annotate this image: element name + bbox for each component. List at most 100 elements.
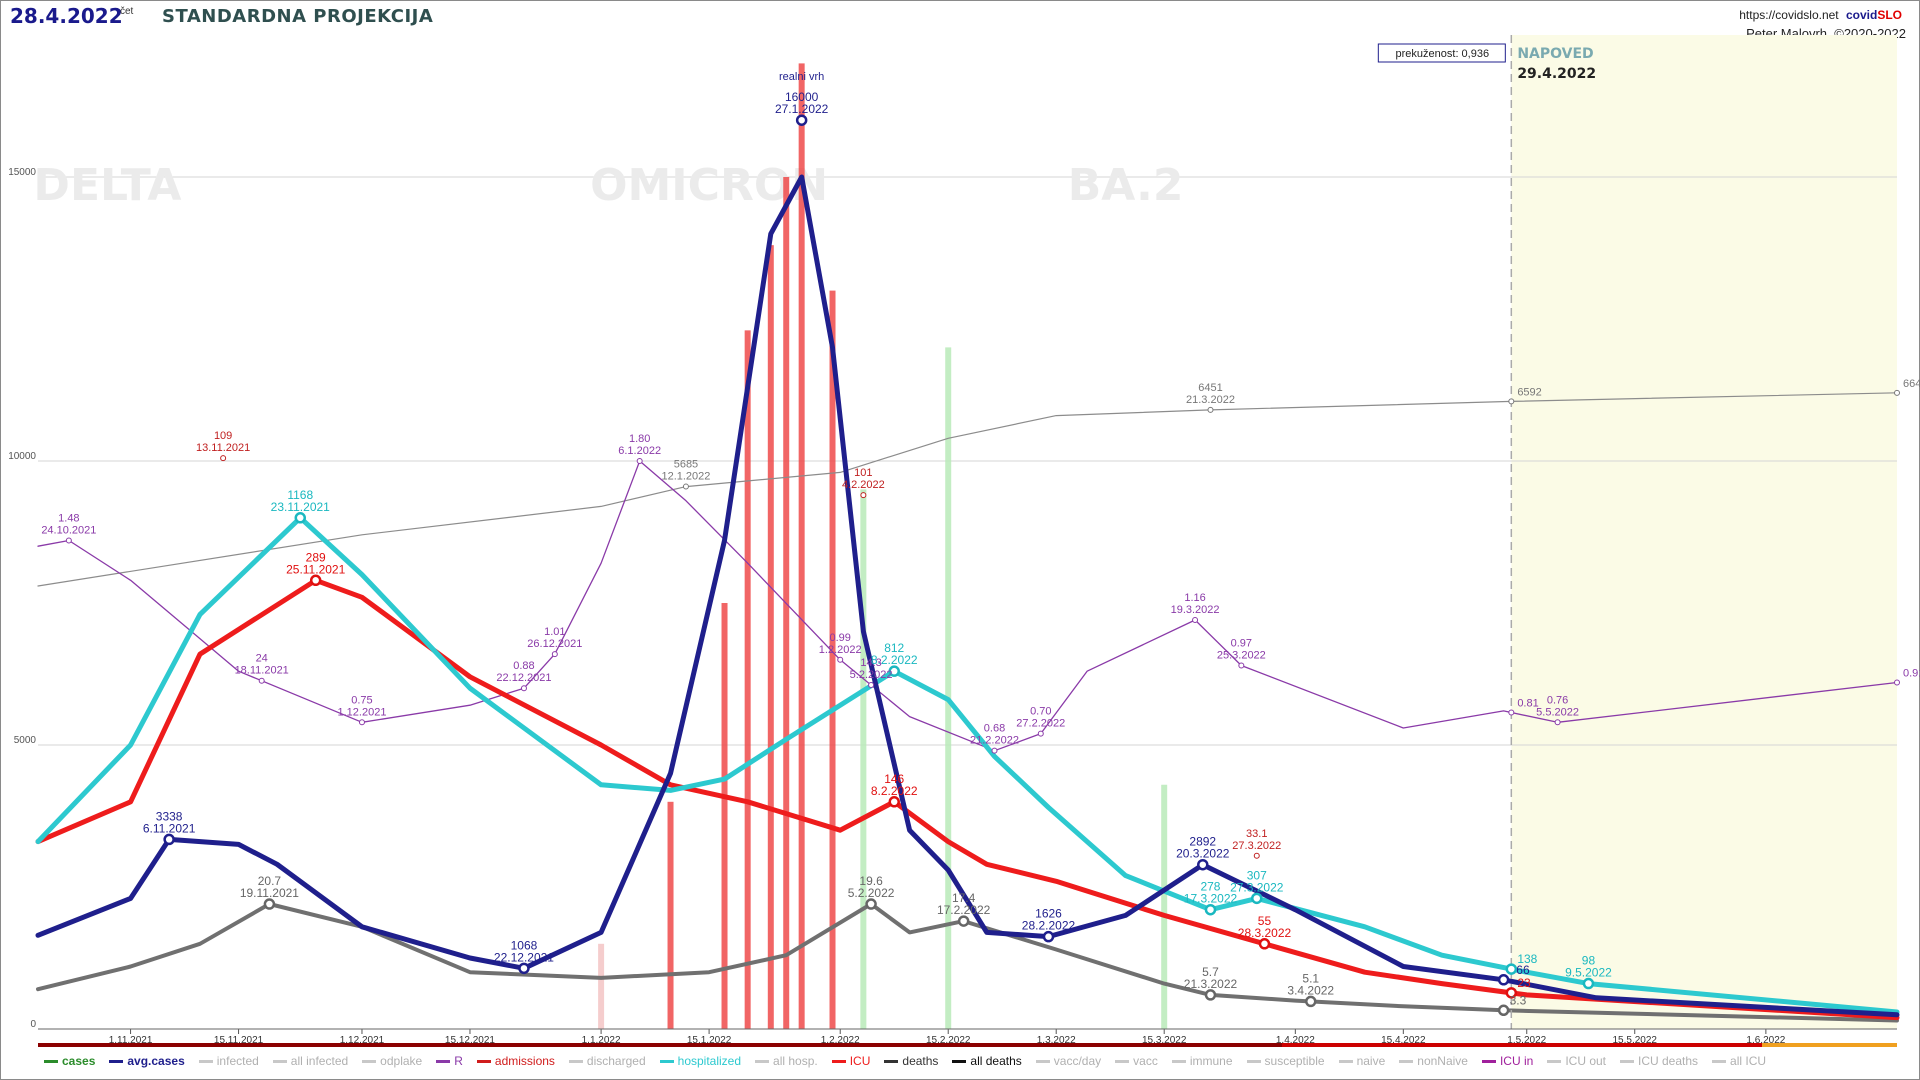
legend-swatch	[1171, 1060, 1186, 1064]
legend-item[interactable]: ICU in	[1481, 1054, 1533, 1068]
annotation-value: 1.80	[629, 433, 650, 445]
annotation-value: 1168	[287, 488, 313, 502]
annotation-date: 25.11.2021	[286, 562, 345, 576]
legend-item[interactable]: naive	[1338, 1054, 1386, 1068]
annotation-date: 18.11.2021	[235, 665, 289, 677]
annotation-marker	[1204, 903, 1217, 916]
variant-label: OMICRON	[590, 160, 828, 211]
legend-item[interactable]: ICU	[831, 1054, 870, 1068]
legend-item[interactable]: deaths	[884, 1054, 938, 1068]
legend-item[interactable]: immune	[1171, 1054, 1233, 1068]
legend-swatch	[1481, 1060, 1496, 1064]
annotation-date: 5.2.2022	[850, 669, 893, 681]
x-tick-label: 15.1.2022	[687, 1035, 732, 1046]
x-tick-label: 1.1.2022	[582, 1035, 621, 1046]
annotation-value: 6592	[1517, 386, 1541, 398]
legend-item[interactable]: all hosp.	[755, 1054, 818, 1068]
annotation-date: 21.3.2022	[1186, 394, 1235, 406]
legend-swatch	[1246, 1060, 1261, 1064]
legend-item[interactable]: odplake	[362, 1054, 422, 1068]
series-R-line	[37, 460, 1898, 752]
legend-item[interactable]: R	[436, 1054, 463, 1068]
site-url[interactable]: https://covidslo.net	[1739, 8, 1839, 22]
legend-item[interactable]: admissions	[476, 1054, 555, 1068]
annotation-marker	[1238, 662, 1245, 669]
x-tick-label: 1.4.2022	[1276, 1035, 1315, 1046]
annotation-value: 2892	[1189, 835, 1216, 849]
legend-swatch	[952, 1060, 967, 1064]
annotation-marker	[795, 114, 808, 126]
legend-swatch	[1620, 1060, 1634, 1064]
legend-item[interactable]: all infected	[272, 1054, 348, 1068]
legend-label: avg.cases	[127, 1054, 185, 1068]
legend-item[interactable]: vacc/day	[1035, 1054, 1101, 1068]
legend-item[interactable]: ICU out	[1547, 1054, 1606, 1068]
legend-item[interactable]: all ICU	[1712, 1054, 1766, 1068]
cases-bar	[945, 347, 952, 1029]
cases-bar	[744, 330, 751, 1029]
cases-bar	[598, 943, 605, 1029]
annotation-value: 0.91	[1903, 668, 1920, 680]
x-tick-label: 15.11.2021	[214, 1035, 264, 1046]
annotation-value: 109	[214, 430, 232, 442]
annotation-value: 1626	[1035, 907, 1062, 921]
legend-item[interactable]: avg.cases	[109, 1054, 185, 1068]
annotation-marker	[518, 962, 530, 975]
forecast-date: 29.4.2022	[1517, 66, 1596, 82]
annotation-marker	[1305, 995, 1317, 1008]
annotation-date: 6.1.2022	[618, 445, 661, 457]
legend-item[interactable]: discharged	[568, 1054, 646, 1068]
site-credit[interactable]: https://covidslo.net covidSLO	[1739, 8, 1902, 22]
legend-label: all deaths	[970, 1054, 1022, 1068]
legend-item[interactable]: all deaths	[952, 1054, 1022, 1068]
legend-item[interactable]: cases	[44, 1054, 95, 1068]
annotation-date: 22.12.2021	[496, 672, 551, 684]
annotation-value: 1.16	[1184, 592, 1205, 604]
series-immune-line	[37, 392, 1898, 587]
annotation-marker	[1508, 398, 1515, 405]
legend-item[interactable]: hospitalized	[659, 1054, 741, 1068]
annotation-value: 20.7	[258, 874, 282, 888]
annotation-value: 1068	[511, 938, 538, 952]
annotation-marker	[65, 537, 72, 544]
variant-label: DELTA	[33, 160, 181, 211]
annotation-value: 101	[854, 467, 872, 479]
annotation-marker	[860, 492, 867, 499]
cases-bar	[667, 801, 674, 1029]
legend-item[interactable]: nonNaive	[1399, 1054, 1468, 1068]
x-tick-label: 15.12.2021	[445, 1035, 495, 1046]
annotation-marker	[258, 677, 265, 684]
annotation-date: 27.1.2022	[775, 102, 829, 116]
legend-label: cases	[62, 1054, 96, 1068]
annotation-value: 17.4	[952, 891, 976, 905]
annotation-marker	[1204, 989, 1217, 1001]
annotation-value: 55	[1258, 914, 1272, 928]
legend-swatch	[1115, 1060, 1130, 1064]
legend-item[interactable]: infected	[198, 1054, 259, 1068]
annotation-marker	[1042, 930, 1055, 943]
annotation-marker	[957, 915, 970, 927]
legend-item[interactable]: vacc	[1115, 1054, 1158, 1068]
legend-item[interactable]: ICU deaths	[1620, 1054, 1698, 1068]
annotation-value: 0.81	[1517, 698, 1538, 710]
annotation-value: 6451	[1198, 382, 1222, 394]
annotation-value: 6648	[1903, 378, 1920, 390]
annotation-date: 27.2.2022	[1016, 718, 1065, 730]
annotation-value: 0.75	[351, 694, 372, 706]
annotation-marker	[837, 656, 844, 663]
legend-label: infected	[216, 1054, 259, 1068]
annotation-value: 98	[1582, 954, 1596, 968]
annotation-value: 812	[884, 641, 904, 655]
annotation-marker	[865, 898, 877, 910]
series-hospitalized-line	[35, 515, 1900, 1015]
annotation-date: 1.2.2022	[819, 644, 862, 656]
legend-swatch	[1035, 1060, 1050, 1064]
annotation-prefix: realni vrh	[779, 71, 824, 83]
annotation-date: 19.11.2021	[240, 886, 299, 900]
legend-label: naive	[1356, 1054, 1386, 1068]
legend-item[interactable]: susceptible	[1246, 1054, 1325, 1068]
annotation-marker	[1258, 938, 1271, 950]
annotation-marker	[888, 796, 900, 808]
annotation-date: 1.12.2021	[338, 706, 387, 718]
annotation-value: 289	[306, 550, 326, 564]
